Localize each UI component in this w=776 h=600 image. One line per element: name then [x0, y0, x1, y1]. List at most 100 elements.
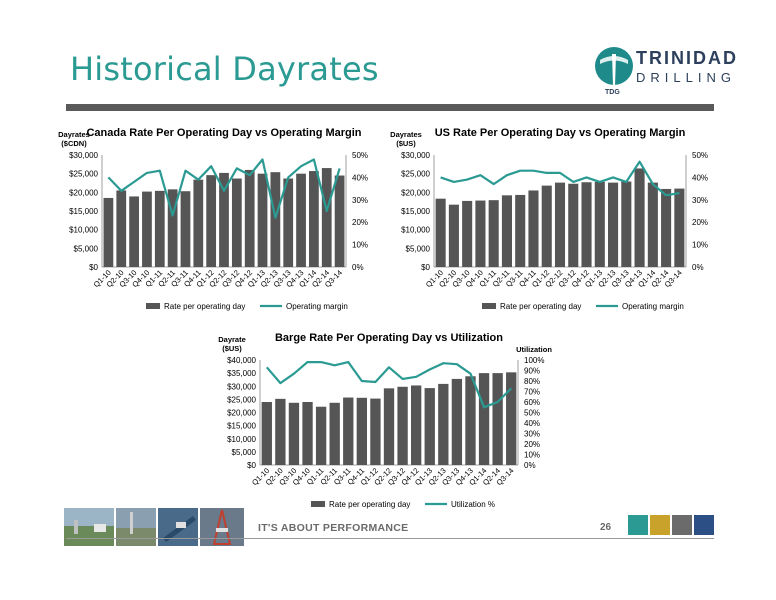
bar	[554, 182, 566, 267]
bar	[397, 386, 408, 465]
barge-chart: Barge Rate Per Operating Day vs Utilizat…	[218, 332, 552, 509]
y-tick-label: $25,000	[227, 395, 256, 404]
legend-swatch-bars	[146, 303, 160, 309]
legend-label-line: Operating margin	[622, 302, 684, 311]
y-tick-label: $25,000	[69, 170, 98, 179]
bar	[296, 173, 306, 267]
y2-tick-label: 50%	[692, 151, 708, 160]
y-axis-label-line2: ($CDN)	[61, 139, 87, 148]
logo-word-2: DRILLING	[636, 70, 736, 85]
y-tick-label: $15,000	[227, 422, 256, 431]
y-tick-label: $15,000	[69, 207, 98, 216]
bar	[270, 172, 281, 267]
bar	[180, 191, 191, 267]
canada-chart: Canada Rate Per Operating Day vs Operati…	[58, 127, 368, 311]
y2-tick-label: 0%	[692, 263, 704, 272]
y-tick-label: $30,000	[227, 382, 256, 391]
bar	[219, 172, 229, 267]
bar	[634, 168, 645, 267]
y2-tick-label: 20%	[524, 440, 540, 449]
rig-photo-4	[200, 508, 244, 546]
y2-tick-label: 40%	[692, 173, 708, 182]
bar	[451, 378, 463, 465]
bar	[244, 169, 255, 267]
page-title: Historical Dayrates	[70, 50, 379, 88]
bar	[568, 183, 579, 267]
bar	[674, 188, 685, 267]
rig-photo-1	[64, 508, 114, 546]
chart-title: Barge Rate Per Operating Day vs Utilizat…	[275, 332, 503, 344]
brand-square-1	[628, 515, 648, 535]
bar	[383, 388, 395, 465]
footer-divider	[66, 538, 714, 539]
us-chart: US Rate Per Operating Day vs Operating M…	[390, 127, 708, 311]
chart-title: US Rate Per Operating Day vs Operating M…	[435, 127, 686, 139]
line-series	[107, 158, 341, 219]
y2-tick-label: 10%	[692, 241, 708, 250]
y2-tick-label: 10%	[352, 241, 368, 250]
legend-label-line: Operating margin	[286, 302, 348, 311]
bar	[488, 200, 499, 267]
bar	[410, 385, 422, 465]
rig-photo-3	[158, 508, 198, 546]
y2-axis-label: Utilization	[516, 345, 552, 354]
legend-label-line: Utilization %	[451, 500, 495, 509]
y2-tick-label: 40%	[524, 419, 540, 428]
bar	[356, 397, 368, 465]
y2-tick-label: 30%	[692, 196, 708, 205]
y2-tick-label: 10%	[524, 451, 540, 460]
legend-swatch-bars	[482, 303, 496, 309]
bar	[261, 402, 272, 465]
logo-sub: TDG	[605, 89, 620, 96]
bar	[231, 178, 242, 267]
y-axis-label: Dayrate	[218, 335, 246, 344]
y2-tick-label: 50%	[352, 151, 368, 160]
bar	[647, 182, 658, 267]
y-tick-label: $20,000	[401, 188, 430, 197]
bar	[154, 190, 165, 267]
bar	[492, 373, 503, 465]
y-tick-label: $25,000	[401, 170, 430, 179]
bar	[608, 182, 619, 267]
brand-square-3	[672, 515, 692, 535]
bar	[334, 175, 345, 267]
trinidad-logo	[595, 47, 633, 86]
y2-tick-label: 30%	[352, 196, 368, 205]
bar	[193, 179, 204, 267]
y-tick-label: $30,000	[401, 151, 430, 160]
bar	[257, 173, 268, 267]
y-tick-label: $10,000	[69, 226, 98, 235]
y2-tick-label: 60%	[524, 398, 540, 407]
bar	[438, 383, 449, 465]
rig-photo-2	[116, 508, 156, 546]
bar	[129, 196, 139, 267]
bar	[321, 168, 332, 267]
y-tick-label: $5,000	[406, 244, 431, 253]
y2-tick-label: 0%	[352, 263, 364, 272]
y2-tick-label: 30%	[524, 430, 540, 439]
y-tick-label: $0	[421, 263, 430, 272]
brand-square-4	[694, 515, 714, 535]
bar	[621, 181, 632, 267]
y-tick-label: $20,000	[227, 409, 256, 418]
y2-tick-label: 20%	[352, 218, 368, 227]
bar	[288, 402, 300, 465]
bar	[275, 398, 286, 465]
bar	[435, 198, 446, 267]
bar	[594, 181, 605, 267]
y-tick-label: $0	[89, 263, 98, 272]
page-number: 26	[600, 522, 612, 533]
y2-tick-label: 20%	[692, 218, 708, 227]
bar	[283, 178, 294, 267]
title-divider	[66, 104, 714, 111]
bar	[302, 402, 313, 465]
bar	[581, 182, 592, 267]
y-axis-label: Dayrates	[58, 130, 90, 139]
y-tick-label: $10,000	[227, 435, 256, 444]
bar	[465, 376, 476, 465]
legend-label-bars: Rate per operating day	[164, 302, 245, 311]
bar	[142, 191, 152, 267]
bar	[167, 189, 178, 267]
bar	[475, 200, 486, 267]
bar	[103, 197, 114, 267]
